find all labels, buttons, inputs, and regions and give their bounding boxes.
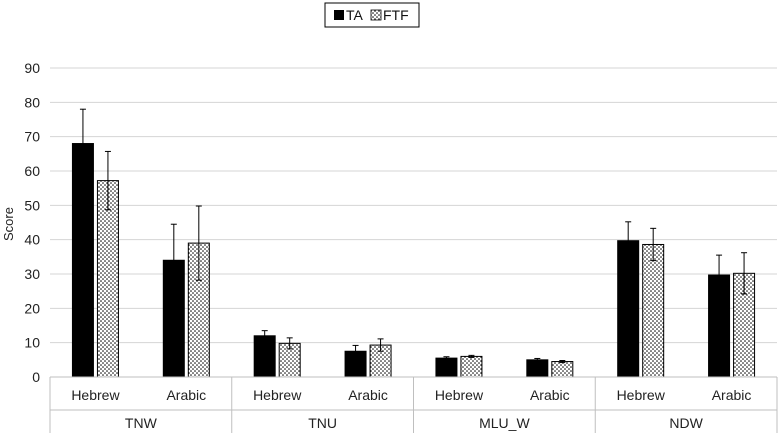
category-label: Hebrew (435, 387, 484, 403)
category-label: Hebrew (617, 387, 666, 403)
category-label: Arabic (166, 387, 206, 403)
legend-swatch-ftf (370, 9, 382, 21)
error-bar-ta (170, 223, 177, 297)
group-label: TNU (308, 415, 337, 431)
error-bar-ftf (286, 337, 293, 350)
bar-ftf (642, 243, 665, 378)
error-bar-ftf (468, 354, 475, 358)
bar-ta (617, 240, 640, 378)
error-bar-ta (79, 108, 86, 179)
category-label: Hebrew (71, 387, 120, 403)
category-label: Arabic (348, 387, 388, 403)
category-label: Hebrew (253, 387, 302, 403)
error-bar-ta (443, 356, 450, 360)
error-bar-ftf (741, 252, 748, 295)
error-bar-ta (352, 344, 359, 358)
y-tick-label: 90 (24, 60, 40, 76)
y-tick-label: 30 (24, 266, 40, 282)
error-bar-ta (261, 330, 268, 342)
legend-label-ta: TA (346, 7, 364, 23)
error-bar-ftf (559, 360, 566, 364)
legend: TA FTF (324, 2, 420, 28)
gridlines (50, 67, 777, 378)
error-bar-ftf (195, 205, 202, 281)
x-axis: Hebrew Arabic TNW Hebrew Arabic TNU Hebrew Arab… (49, 376, 778, 433)
error-bar-ftf (650, 227, 657, 262)
y-tick-label: 50 (24, 197, 40, 213)
bar-ta (71, 143, 94, 378)
group-label: TNW (125, 415, 158, 431)
error-bars (79, 108, 748, 364)
bar-ta (253, 335, 276, 378)
bar-ta (435, 357, 458, 378)
bar-ftf (551, 361, 574, 378)
category-label: Arabic (530, 387, 570, 403)
y-tick-labels: 0 10 20 30 40 50 60 70 80 90 (24, 60, 40, 385)
y-tick-label: 60 (24, 163, 40, 179)
y-tick-label: 10 (24, 335, 40, 351)
y-axis-title: Score (1, 207, 16, 241)
error-bar-ftf (377, 338, 384, 352)
y-tick-label: 0 (32, 369, 40, 385)
y-tick-label: 40 (24, 232, 40, 248)
y-tick-label: 70 (24, 129, 40, 145)
bar-ta (526, 359, 549, 378)
error-bar-ftf (104, 150, 111, 211)
y-tick-label: 20 (24, 300, 40, 316)
bar-ftf (460, 355, 483, 378)
group-label: MLU_W (479, 415, 530, 431)
error-bar-ta (625, 221, 632, 261)
y-tick-label: 80 (24, 94, 40, 110)
error-bar-ta (716, 254, 723, 296)
error-bar-ta (534, 357, 541, 362)
legend-label-ftf: FTF (383, 7, 409, 23)
legend-swatch-ta (334, 10, 344, 20)
category-label: Arabic (712, 387, 752, 403)
group-label: NDW (669, 415, 703, 431)
